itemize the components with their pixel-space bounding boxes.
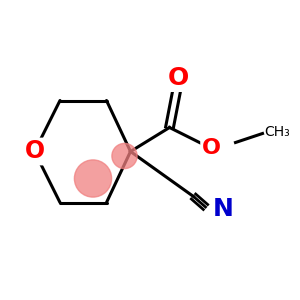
- Text: O: O: [24, 140, 45, 164]
- Circle shape: [74, 160, 112, 197]
- Text: O: O: [202, 139, 221, 158]
- Text: N: N: [213, 197, 234, 221]
- Text: CH₃: CH₃: [264, 125, 290, 139]
- Circle shape: [112, 143, 137, 169]
- Text: O: O: [168, 66, 189, 90]
